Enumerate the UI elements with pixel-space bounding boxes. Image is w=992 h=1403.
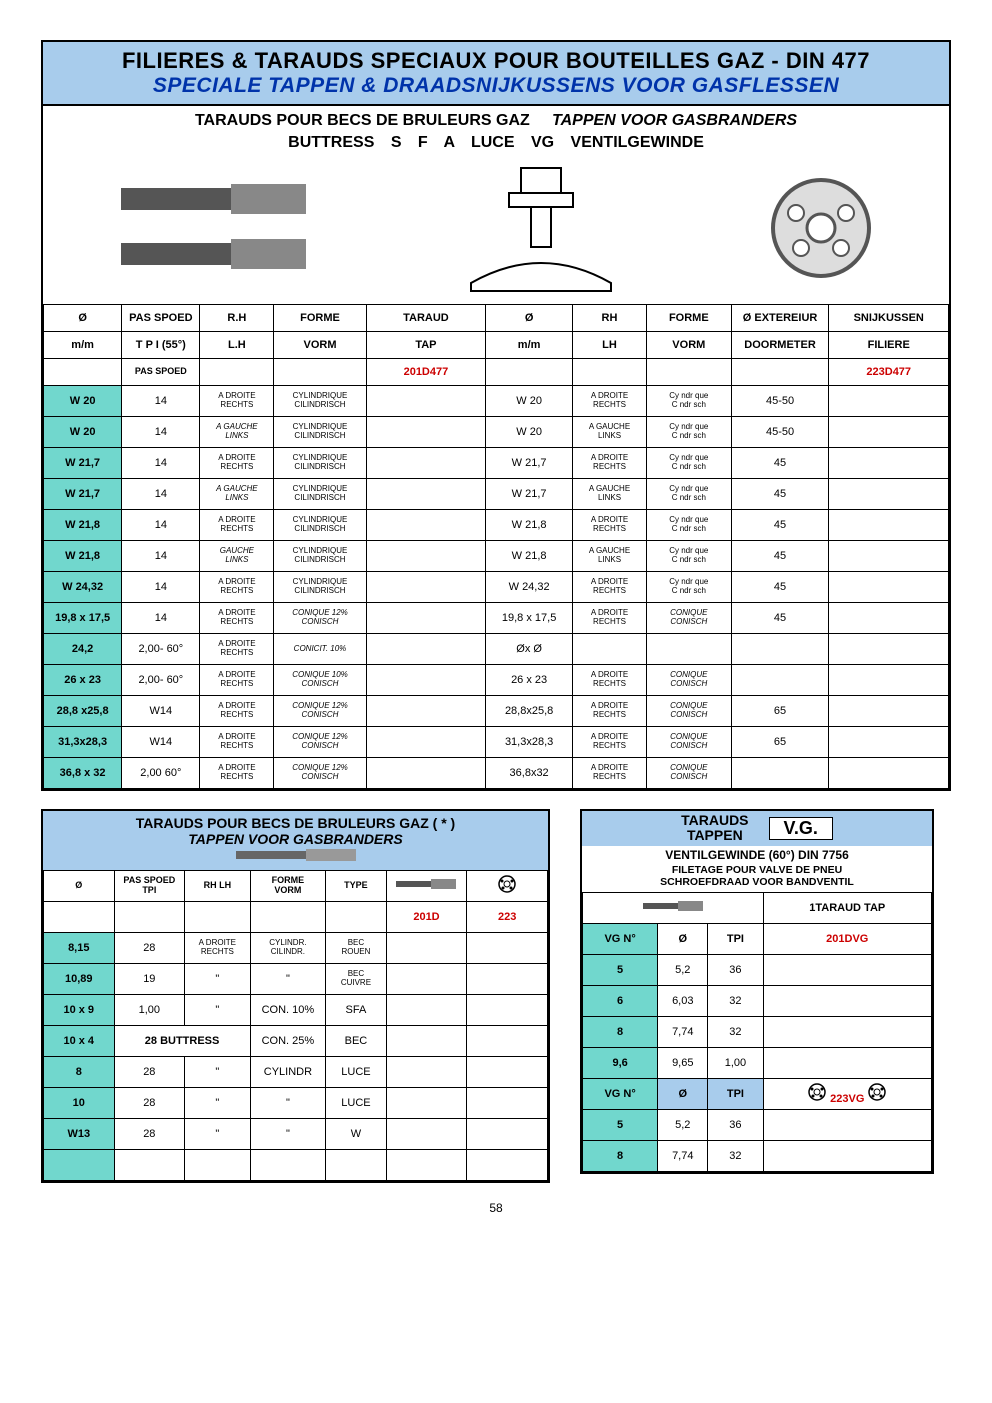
left-title-1: TARAUDS POUR BECS DE BRULEURS GAZ ( * ): [49, 815, 542, 831]
right-sub2b: SCHROEFDRAAD VOOR BANDVENTIL: [660, 876, 854, 888]
left-panel: TARAUDS POUR BECS DE BRULEURS GAZ ( * ) …: [41, 809, 550, 1183]
right-head-a: TARAUDS: [681, 812, 748, 828]
right-head-b: TAPPEN: [687, 827, 743, 843]
header-line1: FILIERES & TARAUDS SPECIAUX POUR BOUTEIL…: [43, 48, 949, 74]
main-table: ØPAS SPOEDR.HFORMETARAUDØRHFORMEØ EXTERE…: [43, 304, 949, 789]
burner-diagram-icon: [461, 163, 621, 293]
illustration-row: [41, 152, 951, 304]
tap-photo-icon: [116, 168, 316, 288]
left-title-2: TAPPEN VOOR GASBRANDERS: [49, 831, 542, 847]
right-sub2a: FILETAGE POUR VALVE DE PNEU: [672, 864, 842, 876]
page-header: FILIERES & TARAUDS SPECIAUX POUR BOUTEIL…: [41, 40, 951, 106]
subheader-b: TAPPEN VOOR GASBRANDERS: [552, 112, 797, 129]
right-table: 1TARAUD TAPVG N°ØTPI201DVG55,23666,03328…: [582, 892, 932, 1172]
left-table: ØPAS SPOEDTPIRH LHFORMEVORMTYPE201D2238,…: [43, 870, 548, 1181]
right-panel: TARAUDS TAPPEN V.G. VENTILGEWINDE (60°) …: [580, 809, 934, 1174]
header-line2: SPECIALE TAPPEN & DRAADSNIJKUSSENS VOOR …: [43, 74, 949, 98]
vg-badge: V.G.: [769, 817, 833, 840]
subheader-band: TARAUDS POUR BECS DE BRULEURS GAZ TAPPEN…: [41, 106, 951, 152]
subheader-2: BUTTRESS S F A LUCE VG VENTILGEWINDE: [53, 134, 939, 152]
page-number: 58: [41, 1201, 951, 1215]
right-sub: VENTILGEWINDE (60°) DIN 7756: [582, 846, 932, 864]
subheader-a: TARAUDS POUR BECS DE BRULEURS GAZ: [195, 112, 530, 129]
round-die-photo-icon: [766, 173, 876, 283]
small-tap-icon: [49, 847, 542, 866]
